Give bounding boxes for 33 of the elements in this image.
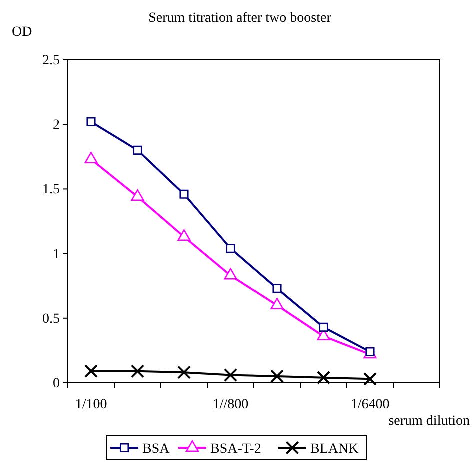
point <box>133 146 142 155</box>
y-tick-label: 1.5 <box>42 182 60 198</box>
legend-label: BSA-T-2 <box>210 442 262 457</box>
chart-title: Serum titration after two booster <box>148 11 332 26</box>
y-axis-title: OD <box>12 25 32 40</box>
y-tick-label: 0.5 <box>42 312 60 327</box>
point <box>84 152 98 164</box>
y-tick-label: 0 <box>53 376 60 392</box>
x-tick-label: 1/6400 <box>350 397 390 412</box>
x-axis-title: serum dilution <box>388 414 470 429</box>
x-tick-label: 1/100 <box>75 397 108 412</box>
y-tick-label: 2.5 <box>42 53 60 68</box>
y-tick-label: 1 <box>53 247 60 262</box>
point <box>224 368 238 382</box>
legend-label: BLANK <box>310 442 359 457</box>
point <box>272 284 282 294</box>
point <box>177 366 192 380</box>
point <box>319 322 328 332</box>
point <box>316 371 331 385</box>
point <box>130 364 145 378</box>
point <box>131 190 144 201</box>
legend-label: BSA <box>142 442 171 457</box>
point <box>84 364 98 378</box>
point <box>363 372 378 386</box>
y-tick-label: 2 <box>53 118 60 134</box>
point <box>270 298 284 310</box>
point <box>180 190 189 199</box>
point <box>178 230 191 242</box>
point <box>226 244 236 254</box>
point <box>86 117 96 127</box>
x-tick-label: 1//800 <box>212 397 249 412</box>
point <box>270 370 284 384</box>
point <box>224 268 238 280</box>
